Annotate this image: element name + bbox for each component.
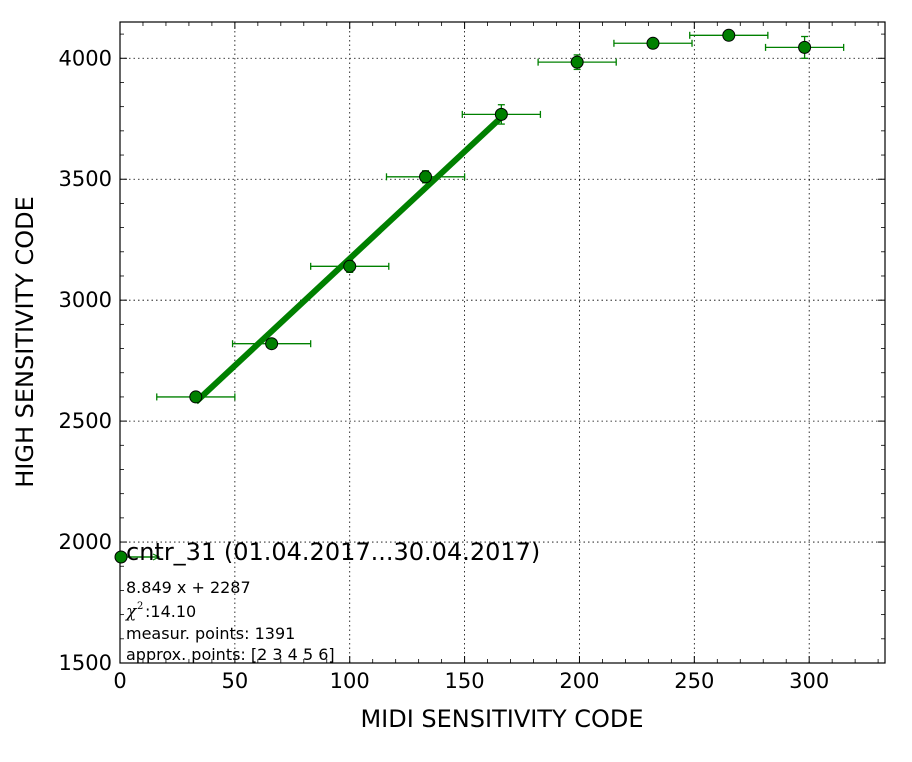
fit-info: 8.849 x + 2287 χ 2 :14.10 measur. points… (125, 578, 335, 664)
y-axis-label: HIGH SENSITIVITY CODE (11, 196, 39, 488)
approx-points: approx. points: [2 3 4 5 6] (126, 645, 335, 664)
data-points (189, 28, 812, 404)
data-point (494, 107, 508, 121)
data-point (419, 170, 433, 184)
fit-equation: 8.849 x + 2287 (126, 578, 251, 597)
legend: cntr_31 (01.04.2017...30.04.2017) (114, 538, 540, 566)
x-tick-label: 50 (221, 669, 248, 693)
data-point (265, 337, 279, 351)
data-point (189, 390, 203, 404)
y-tick-label: 4000 (59, 46, 112, 70)
plot-frame (119, 21, 886, 664)
legend-marker (114, 550, 128, 564)
y-tick-label: 3000 (59, 288, 112, 312)
data-point (343, 259, 357, 273)
y-tick-label: 1500 (59, 651, 112, 675)
data-point (570, 55, 584, 69)
legend-arrow-marker (152, 553, 161, 561)
x-tick-label: 250 (674, 669, 714, 693)
y-tick-label: 2500 (59, 409, 112, 433)
x-tick-label: 150 (445, 669, 485, 693)
grid (120, 22, 885, 663)
chi-square-symbol: χ (125, 602, 138, 622)
chi-square-power: 2 (137, 601, 143, 612)
measured-points: measur. points: 1391 (126, 624, 295, 643)
x-axis-label: MIDI SENSITIVITY CODE (360, 705, 643, 733)
chi-square-value: :14.10 (145, 602, 196, 621)
x-tick-label: 0 (113, 669, 126, 693)
y-tick-label: 3500 (59, 167, 112, 191)
legend-label: cntr_31 (01.04.2017...30.04.2017) (126, 538, 540, 566)
data-point (722, 28, 736, 42)
x-tick-label: 100 (330, 669, 370, 693)
x-tick-label: 200 (559, 669, 599, 693)
data-point (646, 36, 660, 50)
data-point (798, 40, 812, 54)
x-tick-label: 300 (789, 669, 829, 693)
y-tick-label: 2000 (59, 530, 112, 554)
tick-labels: 0 50 100 150 200 250 300 1500 2000 2500 3000 3500 40… (59, 46, 830, 693)
